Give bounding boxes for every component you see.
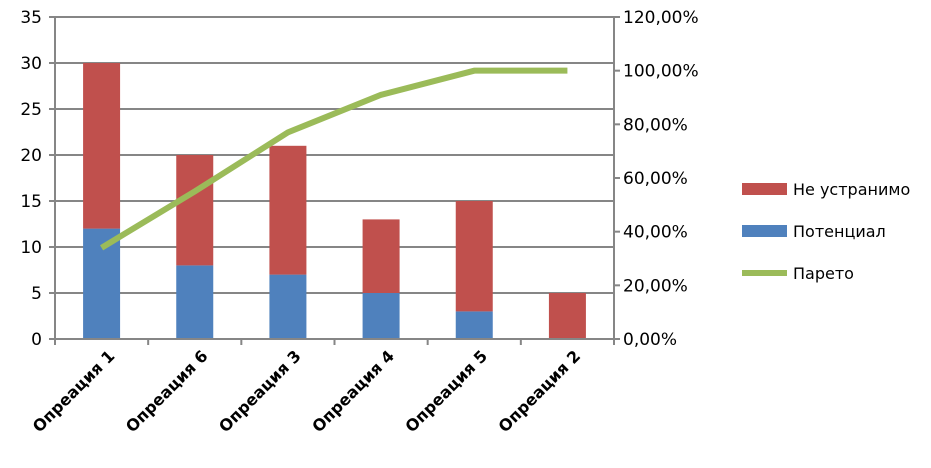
legend-swatch — [742, 183, 787, 195]
legend-swatch — [742, 225, 787, 237]
tick-labels: 0 5 10 15 20 25 30 35 0,00% 20,00% 40,00% 60,00% 80,… — [20, 8, 698, 436]
legend: Не устранимо Потенциал Парето — [742, 180, 910, 283]
bar-segment — [455, 311, 493, 339]
bar-segment — [362, 293, 400, 339]
y2-tick-label: 100,00% — [623, 62, 699, 82]
y-tick-label: 0 — [31, 330, 42, 350]
bar-segment — [455, 201, 493, 312]
y-tick-label: 5 — [31, 284, 42, 304]
bar-segment — [83, 63, 121, 229]
axes — [49, 16, 620, 345]
bar-segment — [176, 155, 214, 266]
y-tick-label: 10 — [20, 238, 42, 258]
x-tick-label: Опреация 2 — [495, 346, 585, 436]
bar-segment — [269, 274, 307, 339]
x-tick-label: Опреация 3 — [215, 346, 305, 436]
y2-tick-label: 120,00% — [623, 8, 699, 28]
y-tick-label: 15 — [20, 192, 42, 212]
y-tick-label: 35 — [20, 8, 42, 28]
y2-tick-label: 20,00% — [623, 276, 688, 296]
y2-tick-label: 80,00% — [623, 115, 688, 135]
pareto-line-layer — [100, 67, 568, 251]
pareto-line — [100, 67, 568, 251]
y-tick-label: 30 — [20, 54, 42, 74]
bars — [83, 63, 586, 339]
y2-tick-label: 40,00% — [623, 223, 688, 243]
bar-segment — [548, 293, 586, 339]
bar-segment — [362, 219, 400, 293]
x-tick-label: Опреация 4 — [308, 346, 398, 436]
x-tick-label: Опреация 1 — [29, 346, 119, 436]
legend-label: Не устранимо — [793, 180, 910, 199]
bar-segment — [269, 145, 307, 275]
x-tick-label: Опреация 6 — [122, 346, 212, 436]
y2-tick-label: 60,00% — [623, 169, 688, 189]
y-tick-label: 25 — [20, 100, 42, 120]
legend-label: Потенциал — [793, 222, 886, 241]
bar-segment — [176, 265, 214, 339]
y-tick-label: 20 — [20, 146, 42, 166]
legend-label: Парето — [793, 264, 854, 283]
x-tick-label: Опреация 5 — [401, 346, 491, 436]
y2-tick-label: 0,00% — [623, 330, 677, 350]
gridlines — [55, 16, 614, 294]
